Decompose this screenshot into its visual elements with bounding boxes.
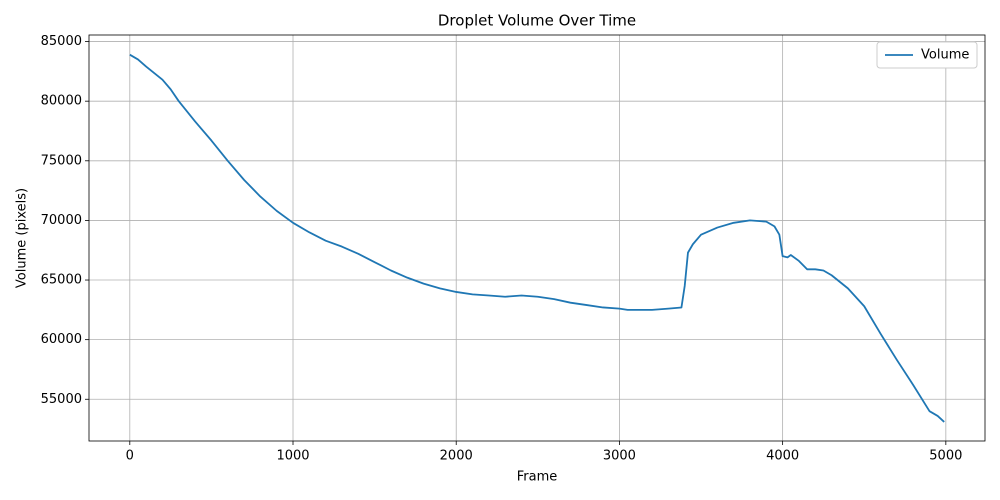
x-axis-label: Frame xyxy=(517,470,558,485)
y-tick-label: 65000 xyxy=(41,273,82,288)
y-axis-label: Volume (pixels) xyxy=(15,188,30,288)
plot-frame xyxy=(88,34,986,442)
y-tick-label: 85000 xyxy=(41,34,82,49)
x-tick-label: 2000 xyxy=(440,449,473,464)
data-line xyxy=(129,53,945,423)
x-tick-label: 5000 xyxy=(929,449,962,464)
legend-box xyxy=(876,41,978,69)
x-tick-label: 4000 xyxy=(766,449,799,464)
y-tick-label: 75000 xyxy=(41,153,82,168)
y-tick-label: 55000 xyxy=(41,392,82,407)
chart-title: Droplet Volume Over Time xyxy=(438,12,636,30)
y-tick-label: 80000 xyxy=(41,94,82,109)
legend-label: Volume xyxy=(921,48,969,63)
x-tick-label: 1000 xyxy=(276,449,309,464)
y-tick-label: 70000 xyxy=(41,213,82,228)
y-tick-label: 60000 xyxy=(41,332,82,347)
x-tick-label: 3000 xyxy=(603,449,636,464)
x-tick-label: 0 xyxy=(126,449,134,464)
